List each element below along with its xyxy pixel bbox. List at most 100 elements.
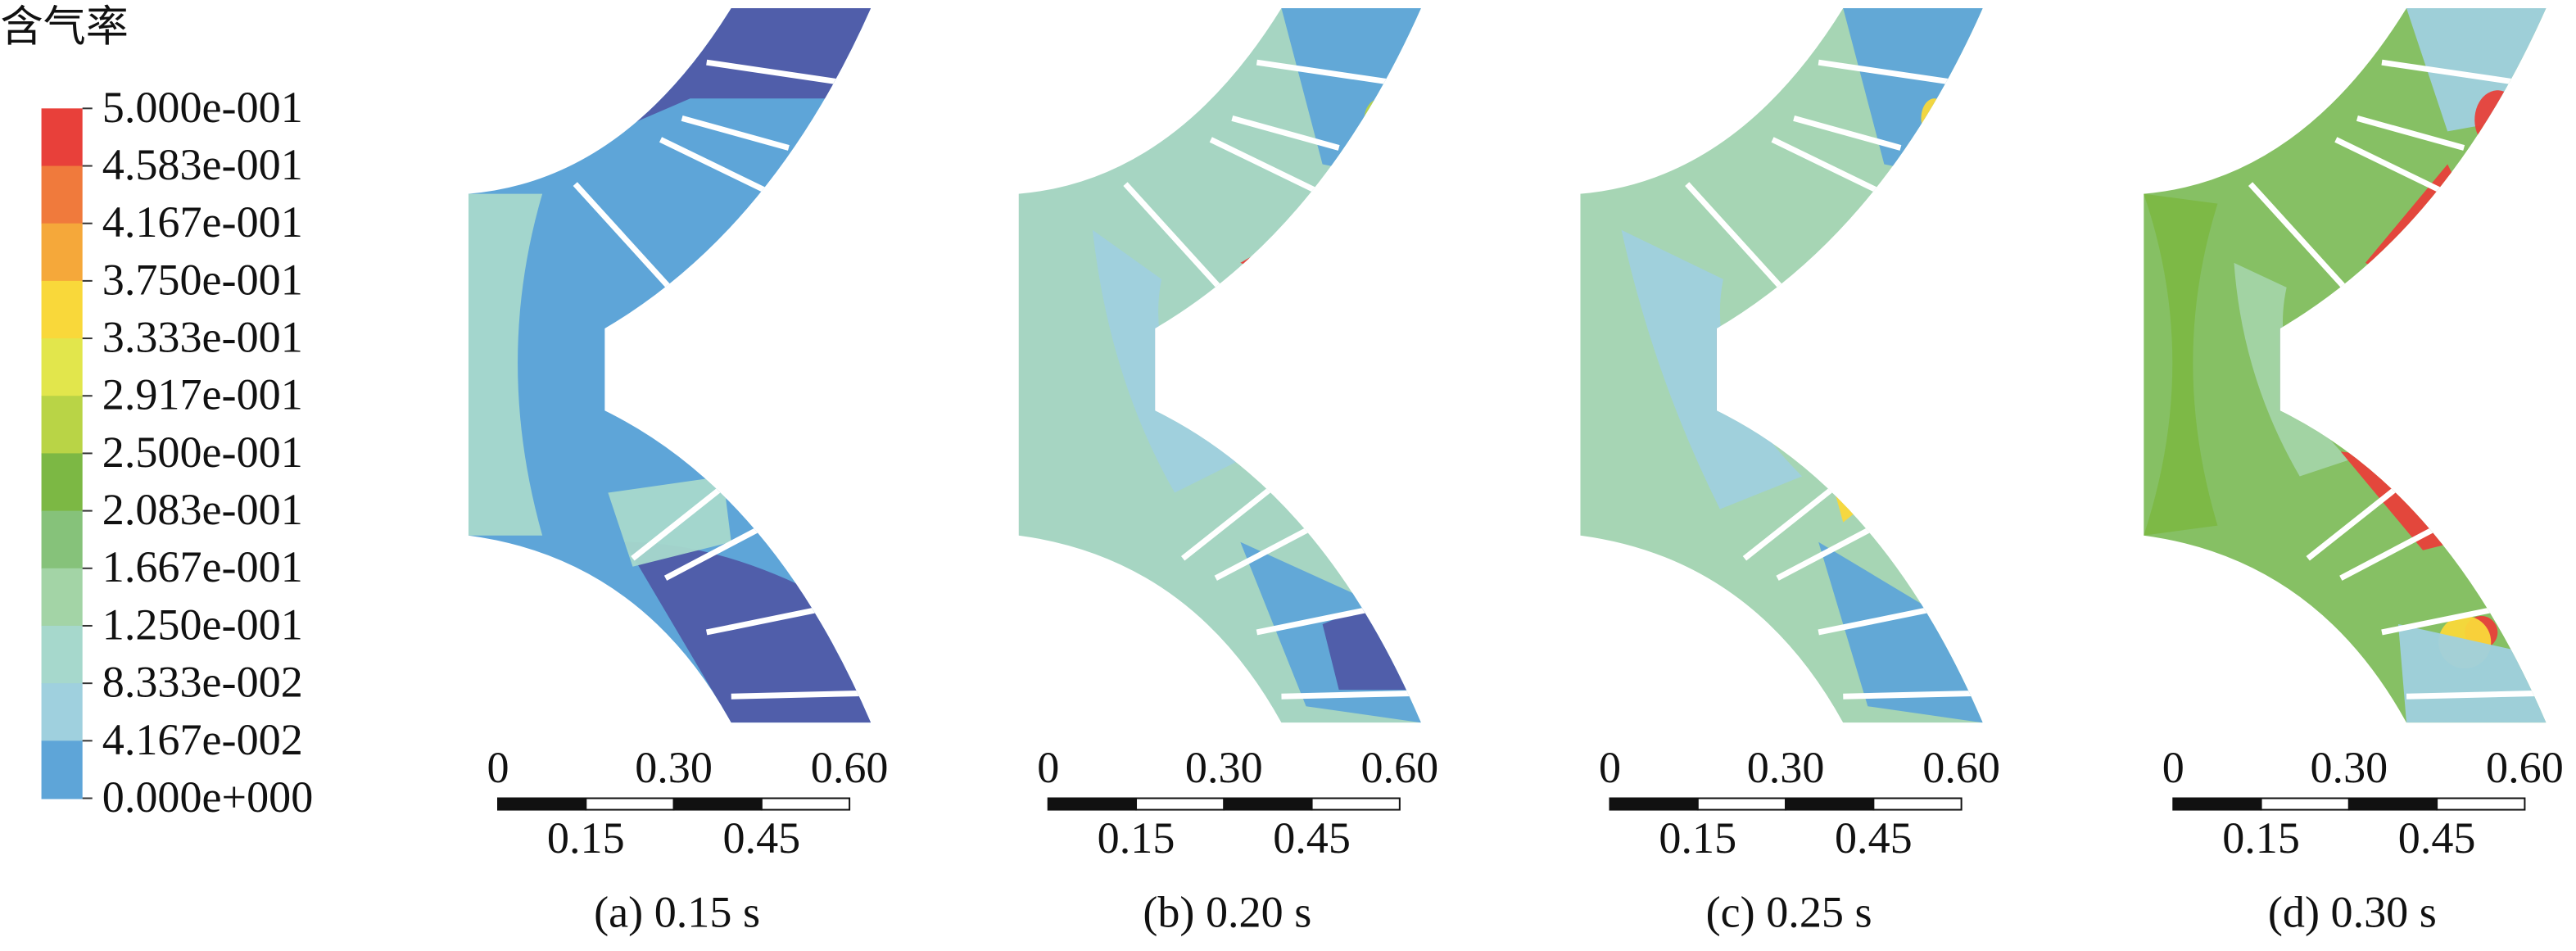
scale-label: 0.30 bbox=[635, 743, 713, 792]
blade bbox=[2356, 115, 2465, 151]
blade bbox=[1742, 487, 1834, 561]
contour-region bbox=[1921, 98, 1948, 138]
contour-region bbox=[468, 193, 543, 536]
legend-label: 2.083e-001 bbox=[102, 485, 303, 534]
legend-band bbox=[41, 510, 83, 569]
scale-label: 0.60 bbox=[1360, 743, 1438, 792]
scale-label: 0.15 bbox=[2222, 813, 2300, 863]
contour-region bbox=[1621, 229, 1803, 509]
contour-region bbox=[2279, 328, 2297, 411]
legend-label: 5.000e-001 bbox=[102, 83, 303, 132]
scale-label: 0.45 bbox=[722, 813, 800, 863]
legend-label: 3.333e-001 bbox=[102, 312, 303, 361]
scale-segment bbox=[2260, 797, 2350, 811]
blade bbox=[659, 137, 774, 197]
blade bbox=[573, 182, 677, 295]
legend-band bbox=[41, 396, 83, 455]
contour-region bbox=[2144, 193, 2218, 536]
blade bbox=[2334, 137, 2449, 197]
blade bbox=[2306, 487, 2397, 561]
panel-caption: (d) 0.30 s bbox=[2268, 887, 2437, 936]
legend-band bbox=[41, 338, 83, 397]
legend-band bbox=[41, 453, 83, 512]
scale-segment bbox=[1609, 797, 1699, 811]
blade bbox=[2248, 182, 2352, 295]
contour-region bbox=[624, 541, 871, 723]
blade bbox=[1180, 487, 1272, 561]
scale-label: 0 bbox=[487, 743, 509, 792]
legend-label: 4.167e-002 bbox=[102, 715, 303, 764]
legend-label: 3.750e-001 bbox=[102, 255, 303, 304]
scale-label: 0.45 bbox=[1835, 813, 1913, 863]
panel-caption: (b) 0.20 s bbox=[1143, 887, 1311, 936]
panel: 0 0.30 0.60 0.15 0.45 (d) 0.30 s bbox=[2144, 8, 2564, 936]
scale-segment bbox=[2347, 797, 2438, 811]
scale-label: 0.30 bbox=[1747, 743, 1825, 792]
blade bbox=[2406, 690, 2547, 700]
scale-label: 0.45 bbox=[1273, 813, 1351, 863]
scale-label: 0.60 bbox=[1922, 743, 2000, 792]
blade bbox=[731, 690, 871, 700]
scale-segment bbox=[672, 797, 763, 811]
blade bbox=[631, 487, 722, 561]
legend-band bbox=[41, 683, 83, 742]
contour bbox=[2144, 8, 2547, 723]
scale-label: 0.60 bbox=[811, 743, 889, 792]
legend-band bbox=[41, 625, 83, 685]
scale-label: 0.15 bbox=[1098, 813, 1175, 863]
legend-title: 含气率 bbox=[0, 2, 128, 52]
scale-segment bbox=[497, 797, 587, 811]
blade bbox=[1231, 115, 1340, 151]
blade bbox=[1685, 182, 1788, 295]
scale-segment bbox=[1785, 797, 1875, 811]
panel: 0 0.30 0.60 0.15 0.45 (c) 0.25 s bbox=[1580, 8, 2000, 936]
legend-label: 1.250e-001 bbox=[102, 600, 303, 649]
legend-label: 0.000e+000 bbox=[102, 772, 314, 822]
legend-label: 2.500e-001 bbox=[102, 428, 303, 477]
contour-region bbox=[2474, 90, 2521, 150]
scale-label: 0 bbox=[2162, 743, 2184, 792]
scale-segment bbox=[585, 797, 675, 811]
blade bbox=[1123, 182, 1226, 295]
panel: 0 0.30 0.60 0.15 0.45 (b) 0.20 s bbox=[1018, 8, 1438, 936]
scale-segment bbox=[1696, 797, 1787, 811]
scale-label: 0.15 bbox=[547, 813, 625, 863]
scale-segment bbox=[1135, 797, 1225, 811]
blade bbox=[1281, 690, 1421, 700]
contour bbox=[468, 8, 871, 723]
contour-region bbox=[1818, 541, 1983, 723]
blade bbox=[681, 115, 790, 151]
scale-segment bbox=[2172, 797, 2262, 811]
scale-segment bbox=[760, 797, 851, 811]
scale-segment bbox=[2436, 797, 2526, 811]
scale-label: 0.60 bbox=[2486, 743, 2564, 792]
scale-label: 0.30 bbox=[1185, 743, 1263, 792]
legend-band bbox=[41, 108, 83, 167]
scale-label: 0.15 bbox=[1659, 813, 1736, 863]
contour-region bbox=[1716, 328, 1736, 411]
legend-band bbox=[41, 568, 83, 627]
scale-label: 0.30 bbox=[2310, 743, 2388, 792]
scale-segment bbox=[1311, 797, 1401, 811]
legend-label: 4.583e-001 bbox=[102, 140, 303, 189]
legend-label: 1.667e-001 bbox=[102, 542, 303, 591]
contour bbox=[1580, 8, 1983, 723]
contour-region bbox=[1364, 98, 1397, 138]
panel-caption: (c) 0.25 s bbox=[1706, 887, 1872, 936]
scale-label: 0.45 bbox=[2398, 813, 2476, 863]
blade bbox=[1843, 690, 1983, 700]
contour-region bbox=[1155, 328, 1175, 411]
scale-segment bbox=[1872, 797, 1963, 811]
scale-segment bbox=[1047, 797, 1138, 811]
legend-band bbox=[41, 223, 83, 282]
contour-region bbox=[608, 476, 731, 567]
scale-label: 0 bbox=[1037, 743, 1059, 792]
legend-label: 8.333e-002 bbox=[102, 658, 303, 707]
legend-band bbox=[41, 165, 83, 224]
legend-band bbox=[41, 280, 83, 340]
contour-base bbox=[2144, 8, 2547, 723]
blade bbox=[1771, 137, 1886, 197]
panel-caption: (a) 0.15 s bbox=[594, 887, 760, 936]
panel: 0 0.30 0.60 0.15 0.45 (a) 0.15 s bbox=[468, 8, 889, 936]
